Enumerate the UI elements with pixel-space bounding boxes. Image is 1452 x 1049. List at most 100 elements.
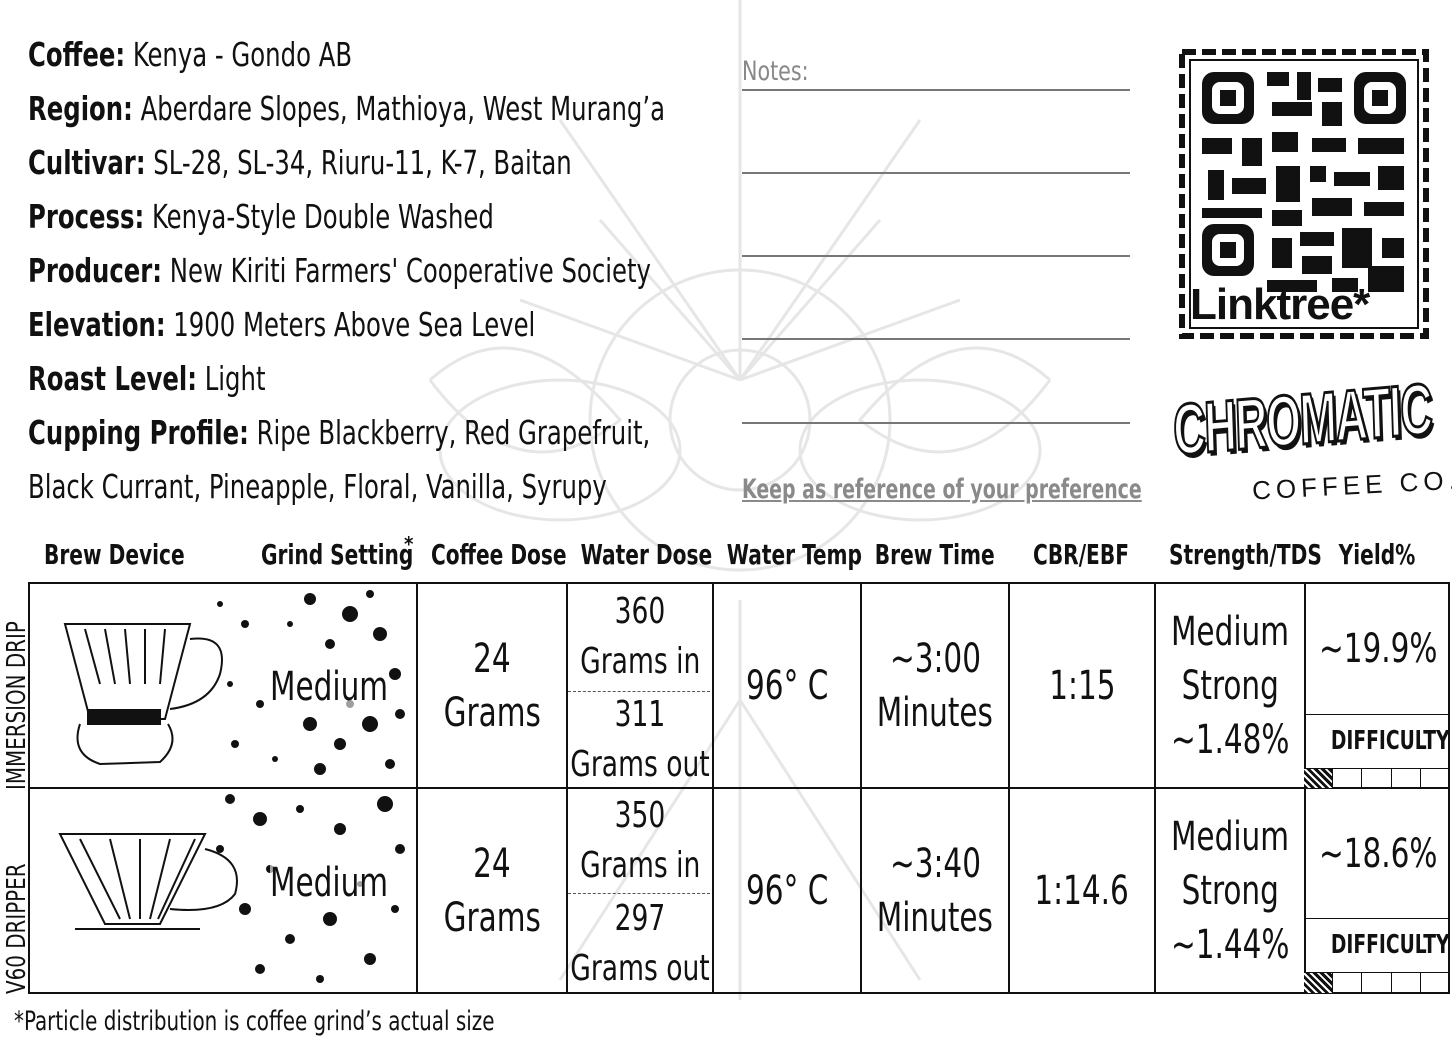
grind-setting-v60: Medium: [270, 860, 389, 906]
difficulty-segment: [1304, 769, 1334, 788]
yield-value: ~18.6%: [1318, 830, 1438, 877]
cupping-row: Cupping Profile: Ripe Blackberry, Red Gr…: [28, 413, 651, 452]
note-line[interactable]: [742, 422, 1130, 424]
difficulty-segment: [1333, 769, 1363, 788]
brew-time-value: ~3:40: [889, 840, 981, 887]
yield-split: [1304, 918, 1450, 919]
coffee-dose-cell: 24 Grams: [418, 789, 566, 992]
difficulty-meter: [1304, 768, 1450, 788]
strength-line-1: Medium: [1170, 608, 1290, 655]
tds-value: ~1.44%: [1170, 921, 1290, 968]
yield-cell: ~18.6%: [1306, 789, 1450, 918]
elevation-row: Elevation: 1900 Meters Above Sea Level: [28, 305, 536, 344]
difficulty-segment: [1392, 769, 1421, 788]
note-line[interactable]: [742, 255, 1130, 257]
dose-value: 24: [473, 635, 511, 682]
water-temp-value: 96° C: [745, 867, 829, 914]
footnote: *Particle distribution is coffee grind’s…: [14, 1006, 495, 1037]
note-line[interactable]: [742, 89, 1130, 91]
brew-time-cell: ~3:40 Minutes: [862, 789, 1008, 992]
strength-cell: Medium Strong ~1.44%: [1156, 789, 1304, 992]
water-out-cell: 311 Grams out: [568, 692, 712, 787]
header-brew-device: Brew Device: [44, 538, 185, 571]
water-out-cell: 297 Grams out: [568, 895, 712, 992]
dose-value: 24: [473, 840, 511, 887]
grind-particles-immersion: [63, 590, 405, 775]
cultivar-row: Cultivar: SL-28, SL-34, Riuru-11, K-7, B…: [28, 143, 572, 182]
ratio-value: 1:14.6: [1034, 867, 1130, 914]
ratio-cell: 1:14.6: [1010, 789, 1154, 992]
header-cbr-ebf: CBR/EBF: [1033, 538, 1129, 571]
row-label-v60: V60 DRIPPER: [2, 863, 32, 994]
difficulty-segment: [1362, 973, 1392, 993]
strength-cell: Medium Strong ~1.48%: [1156, 584, 1304, 787]
producer-row: Producer: New Kiriti Farmers' Cooperativ…: [28, 251, 651, 290]
difficulty-segment: [1421, 769, 1450, 788]
header-brew-time: Brew Time: [874, 538, 995, 571]
ratio-value: 1:15: [1048, 662, 1116, 709]
difficulty-label: DIFFICULTY: [1330, 726, 1450, 756]
notes-label: Notes:: [742, 56, 809, 87]
cupping-row-continued: Black Currant, Pineapple, Floral, Vanill…: [28, 467, 607, 506]
yield-cell: ~19.9%: [1306, 584, 1450, 714]
coffee-row: Coffee: Kenya - Gondo AB: [28, 35, 353, 74]
grind-footnote-marker: *: [404, 532, 414, 556]
region-row: Region: Aberdare Slopes, Mathioya, West …: [28, 89, 666, 128]
grind-particles-v60: [58, 794, 405, 983]
difficulty-meter: [1304, 972, 1450, 993]
yield-value: ~19.9%: [1318, 626, 1438, 672]
water-in-cell: 350 Grams in: [568, 789, 712, 893]
water-temp-cell: 96° C: [714, 789, 860, 992]
water-temp-value: 96° C: [745, 662, 829, 709]
water-split: [568, 893, 710, 894]
header-strength-tds: Strength/TDS: [1169, 538, 1322, 571]
brew-time-cell: ~3:00 Minutes: [862, 584, 1008, 787]
dose-unit: Grams: [443, 894, 541, 941]
row-label-immersion: IMMERSION DRIP: [2, 621, 32, 790]
difficulty-segment: [1421, 973, 1450, 993]
water-out-value: 311: [614, 693, 666, 735]
note-line[interactable]: [742, 338, 1130, 340]
coffee-dose-cell: 24 Grams: [418, 584, 566, 787]
brew-time-value: ~3:00: [889, 635, 981, 682]
difficulty-segment: [1333, 973, 1363, 993]
grind-setting-immersion: Medium: [270, 664, 389, 710]
water-in-unit: Grams in: [579, 641, 701, 682]
water-split: [568, 691, 710, 692]
header-yield: Yield%: [1338, 538, 1416, 571]
strength-line-2: Strong: [1181, 662, 1279, 709]
water-temp-cell: 96° C: [714, 584, 860, 787]
difficulty-segment: [1392, 973, 1421, 993]
tds-value: ~1.48%: [1170, 716, 1290, 763]
water-out-unit: Grams out: [570, 743, 710, 785]
water-out-value: 297: [614, 897, 666, 939]
process-row: Process: Kenya-Style Double Washed: [28, 197, 494, 236]
roast-row: Roast Level: Light: [28, 359, 266, 398]
note-line[interactable]: [742, 172, 1130, 174]
water-out-unit: Grams out: [570, 947, 710, 989]
keep-reference-link[interactable]: Keep as reference of your preference: [742, 474, 1142, 505]
water-in-unit: Grams in: [579, 845, 701, 886]
header-water-dose: Water Dose: [580, 538, 713, 571]
linktree-wordmark: Linktree*: [1190, 280, 1370, 329]
header-grind-setting: Grind Setting: [261, 538, 414, 571]
brew-time-unit: Minutes: [876, 894, 994, 941]
water-in-value: 360: [614, 591, 666, 632]
strength-line-1: Medium: [1170, 813, 1290, 860]
qr-code-icon[interactable]: [1172, 42, 1436, 346]
yield-split: [1304, 714, 1450, 715]
header-coffee-dose: Coffee Dose: [431, 538, 567, 571]
header-water-temp: Water Temp: [726, 538, 862, 571]
coffee-info: Coffee: Kenya - Gondo AB Region: Aberdar…: [28, 28, 748, 514]
difficulty-segment: [1304, 973, 1334, 993]
water-in-value: 350: [614, 795, 666, 836]
row-divider: [28, 787, 1450, 789]
water-in-cell: 360 Grams in: [568, 584, 712, 690]
dose-unit: Grams: [443, 689, 541, 736]
strength-line-2: Strong: [1181, 867, 1279, 914]
difficulty-label: DIFFICULTY: [1330, 930, 1450, 960]
difficulty-segment: [1362, 769, 1392, 788]
ratio-cell: 1:15: [1010, 584, 1154, 787]
brew-time-unit: Minutes: [876, 689, 994, 736]
